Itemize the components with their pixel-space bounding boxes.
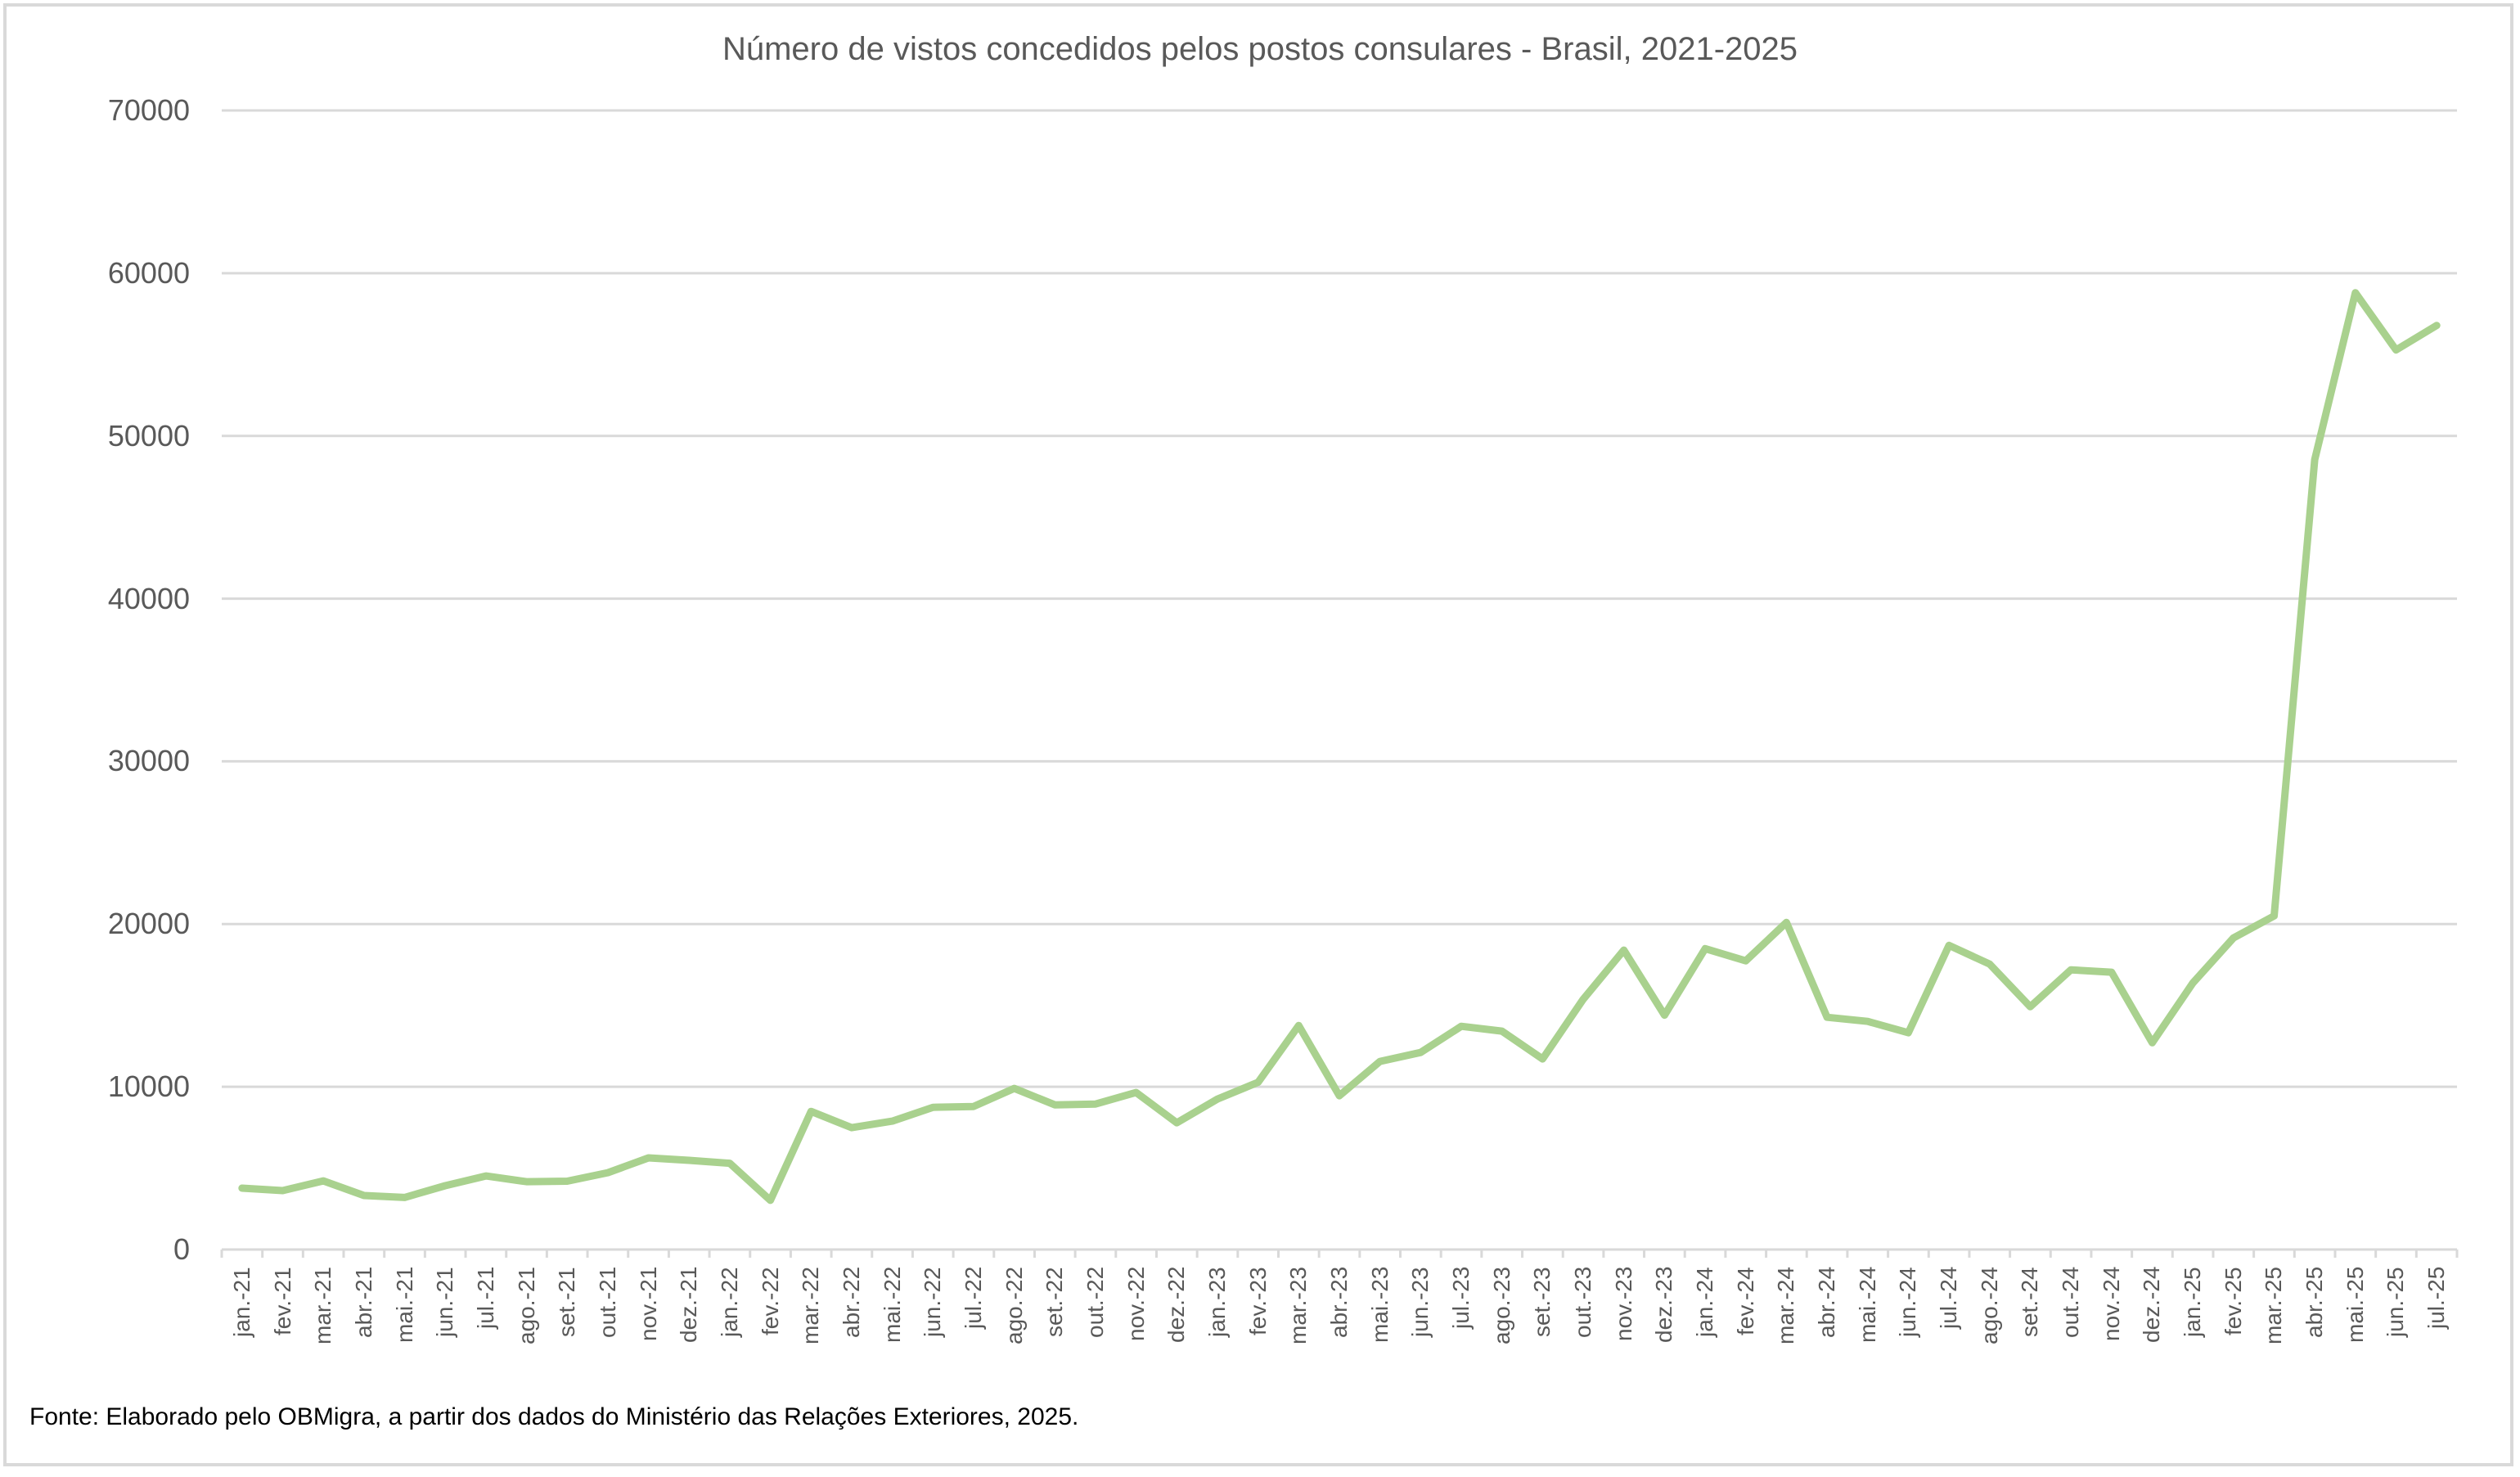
x-tick-label: set.-22: [1042, 1267, 1068, 1337]
x-tick-label: out.-21: [594, 1266, 620, 1338]
gridlines: [222, 109, 2457, 1088]
x-tick-label: mai.-23: [1366, 1266, 1393, 1343]
x-tick-label: mai.-22: [879, 1266, 905, 1343]
y-tick-label: 10000: [107, 1069, 190, 1104]
x-tick-label: dez.-21: [676, 1266, 702, 1343]
x-tick-label: ago.-21: [513, 1267, 539, 1344]
x-tick-label: jul.-24: [1936, 1266, 1962, 1329]
source-footnote: Fonte: Elaborado pelo OBMigra, a partir …: [29, 1403, 1079, 1430]
x-tick-label: fev.-21: [269, 1267, 295, 1335]
x-tick-label: jun.-23: [1407, 1267, 1433, 1337]
x-tick-label: dez.-22: [1163, 1266, 1190, 1343]
x-tick-label: abr.-23: [1326, 1266, 1352, 1338]
x-tick-label: nov.-24: [2098, 1266, 2124, 1341]
chart-title: Número de vistos concedidos pelos postos…: [722, 31, 1798, 67]
x-tick-label: jun.-22: [920, 1267, 946, 1337]
x-tick-label: dez.-24: [2139, 1266, 2165, 1343]
chart-frame: [3, 3, 2513, 1466]
y-tick-label: 40000: [107, 581, 190, 615]
y-tick-label: 20000: [107, 907, 190, 941]
y-tick-label: 30000: [107, 744, 190, 778]
x-tick-label: mar.-24: [1773, 1267, 1799, 1344]
x-tick-label: abr.-24: [1814, 1266, 1840, 1338]
x-tick-label: abr.-25: [2302, 1266, 2328, 1338]
x-tick-label: mar.-22: [798, 1267, 824, 1344]
x-tick-label: nov.-23: [1610, 1266, 1636, 1341]
y-tick-label: 60000: [107, 255, 190, 290]
x-tick-label: jan.-25: [2180, 1267, 2206, 1337]
x-tick-label: dez.-23: [1651, 1266, 1677, 1343]
x-tick-label: jun.-25: [2383, 1267, 2409, 1337]
x-tick-label: out.-22: [1082, 1266, 1108, 1338]
x-tick-label: jan.-23: [1204, 1267, 1230, 1337]
x-tick-label: jul.-23: [1448, 1266, 1474, 1329]
x-tick-label: mar.-25: [2261, 1267, 2287, 1344]
x-tick-label: fev.-24: [1732, 1267, 1758, 1335]
x-tick-label: jun.-24: [1895, 1267, 1921, 1337]
x-tick-label: nov.-21: [635, 1266, 661, 1341]
x-tick-label: jan.-22: [716, 1267, 742, 1337]
x-tick-label: abr.-21: [350, 1266, 376, 1338]
x-tick-label: fev.-23: [1244, 1267, 1271, 1335]
x-tick-label: ago.-24: [1976, 1267, 2002, 1344]
x-tick-label: abr.-22: [838, 1266, 864, 1338]
x-tick-label: jul.-25: [2423, 1266, 2450, 1329]
x-tick-label: set.-21: [554, 1267, 580, 1337]
x-tick-label: ago.-23: [1488, 1267, 1514, 1344]
x-tick-label: out.-23: [1570, 1266, 1596, 1338]
y-tick-label: 50000: [107, 418, 190, 453]
x-tick-label: ago.-22: [1001, 1267, 1027, 1344]
x-tick-label: jan.-24: [1692, 1267, 1718, 1337]
x-tick-label: mai.-24: [1854, 1266, 1880, 1343]
x-tick-label: set.-23: [1529, 1267, 1555, 1337]
x-tick-label: fev.-25: [2220, 1267, 2246, 1335]
x-axis: [220, 1248, 2459, 1258]
y-tick-label: 0: [173, 1232, 190, 1266]
x-tick-label: nov.-22: [1123, 1266, 1149, 1341]
x-tick-label: set.-24: [2017, 1267, 2043, 1337]
x-tick-label: mar.-23: [1285, 1267, 1312, 1344]
x-tick-label: fev.-22: [757, 1267, 783, 1335]
x-tick-label: out.-24: [2058, 1266, 2084, 1338]
x-tick-label: jul.-22: [960, 1266, 986, 1329]
series-line: [238, 289, 2441, 1205]
x-tick-label: jan.-21: [228, 1267, 254, 1337]
x-tick-label: mai.-25: [2342, 1266, 2368, 1343]
x-tick-label: jun.-21: [432, 1267, 458, 1337]
x-tick-label: mar.-21: [310, 1267, 336, 1344]
x-tick-label: jul.-21: [472, 1266, 498, 1329]
y-tick-label: 70000: [107, 93, 190, 127]
x-tick-label: mai.-21: [391, 1266, 417, 1343]
